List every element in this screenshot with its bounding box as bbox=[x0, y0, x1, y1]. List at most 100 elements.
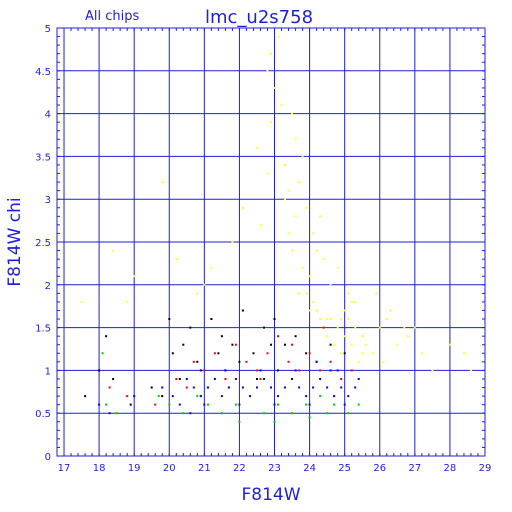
data-point bbox=[329, 318, 332, 320]
data-point bbox=[336, 369, 339, 372]
data-point bbox=[249, 395, 251, 398]
data-point bbox=[270, 52, 272, 55]
data-point bbox=[266, 69, 269, 72]
data-point bbox=[326, 386, 329, 389]
data-point bbox=[273, 86, 276, 89]
data-point bbox=[329, 369, 332, 372]
data-point bbox=[263, 326, 265, 329]
data-point bbox=[326, 335, 329, 338]
data-point bbox=[277, 369, 279, 372]
data-point bbox=[305, 352, 308, 355]
data-point bbox=[220, 412, 223, 415]
data-point bbox=[277, 335, 279, 338]
data-point bbox=[354, 326, 357, 329]
data-point bbox=[256, 369, 258, 372]
data-point bbox=[108, 412, 111, 415]
data-point bbox=[150, 386, 153, 389]
y-tick-label: 3.5 bbox=[35, 152, 51, 163]
x-tick-label: 19 bbox=[128, 463, 141, 474]
x-tick-labels: 17 18 19 20 21 22 23 24 25 26 27 28 29 bbox=[58, 463, 492, 474]
data-point bbox=[291, 249, 293, 252]
data-point bbox=[357, 403, 360, 406]
x-tick-label: 27 bbox=[408, 463, 421, 474]
data-point bbox=[406, 335, 409, 338]
grid-lines bbox=[56, 27, 486, 457]
data-point bbox=[396, 343, 399, 346]
data-point bbox=[343, 352, 346, 355]
data-point bbox=[347, 292, 350, 295]
data-point bbox=[210, 266, 213, 269]
data-point bbox=[333, 343, 336, 346]
data-point bbox=[294, 369, 297, 372]
data-point bbox=[203, 369, 206, 372]
data-point bbox=[270, 386, 272, 389]
data-point bbox=[178, 403, 181, 406]
x-axis-label: F814W bbox=[241, 485, 300, 505]
data-point bbox=[403, 326, 406, 329]
data-point bbox=[298, 369, 301, 372]
data-point bbox=[256, 378, 258, 380]
data-point bbox=[270, 343, 272, 346]
data-point bbox=[192, 386, 195, 389]
data-point bbox=[326, 318, 329, 320]
data-point bbox=[347, 318, 350, 320]
data-point bbox=[199, 395, 202, 398]
data-point bbox=[329, 283, 332, 286]
data-point bbox=[448, 343, 451, 346]
data-point bbox=[203, 283, 206, 286]
data-point bbox=[108, 386, 111, 389]
y-tick-labels: 0 0.5 1 1.5 2 2.5 3 3.5 4 4.5 5 bbox=[35, 24, 51, 463]
data-point bbox=[238, 403, 241, 406]
y-tick-label: 1.5 bbox=[35, 324, 51, 335]
data-point bbox=[157, 395, 160, 398]
data-point bbox=[354, 386, 357, 389]
data-point bbox=[256, 386, 258, 389]
data-point bbox=[234, 343, 237, 346]
data-point bbox=[273, 318, 276, 320]
data-point bbox=[284, 164, 286, 166]
data-point bbox=[308, 416, 311, 419]
x-tick-label: 28 bbox=[444, 463, 457, 474]
data-point bbox=[154, 403, 157, 406]
series-green bbox=[101, 352, 360, 423]
data-point bbox=[98, 369, 101, 372]
data-point bbox=[371, 352, 374, 355]
data-point bbox=[301, 266, 304, 269]
data-point bbox=[343, 403, 346, 406]
data-point bbox=[182, 412, 185, 415]
data-point bbox=[98, 403, 101, 406]
data-point bbox=[284, 386, 286, 389]
data-point bbox=[133, 275, 136, 278]
data-point bbox=[294, 215, 297, 218]
data-point bbox=[259, 378, 262, 380]
data-point bbox=[80, 300, 83, 303]
data-point bbox=[185, 386, 188, 389]
data-point bbox=[431, 369, 434, 372]
data-point bbox=[364, 343, 367, 346]
y-tick-label: 0 bbox=[45, 452, 51, 463]
data-point bbox=[291, 378, 293, 380]
data-point bbox=[112, 249, 115, 252]
data-point bbox=[171, 395, 174, 398]
data-point bbox=[84, 395, 87, 398]
data-point bbox=[115, 412, 118, 415]
data-point bbox=[357, 378, 360, 380]
data-point bbox=[105, 403, 108, 406]
data-point bbox=[347, 412, 350, 415]
data-point bbox=[322, 258, 325, 261]
data-point bbox=[133, 395, 136, 398]
data-point bbox=[196, 292, 199, 295]
y-tick-label: 2 bbox=[45, 281, 51, 292]
data-point bbox=[182, 343, 185, 346]
data-point bbox=[213, 378, 216, 380]
data-point bbox=[280, 104, 283, 106]
chart-subtitle: All chips bbox=[85, 9, 139, 24]
data-point bbox=[340, 378, 343, 380]
data-point bbox=[357, 360, 360, 363]
data-point bbox=[220, 335, 223, 338]
data-point bbox=[277, 395, 279, 398]
data-point bbox=[112, 378, 115, 380]
data-point bbox=[361, 352, 364, 355]
data-point bbox=[231, 343, 234, 346]
data-point bbox=[213, 352, 216, 355]
